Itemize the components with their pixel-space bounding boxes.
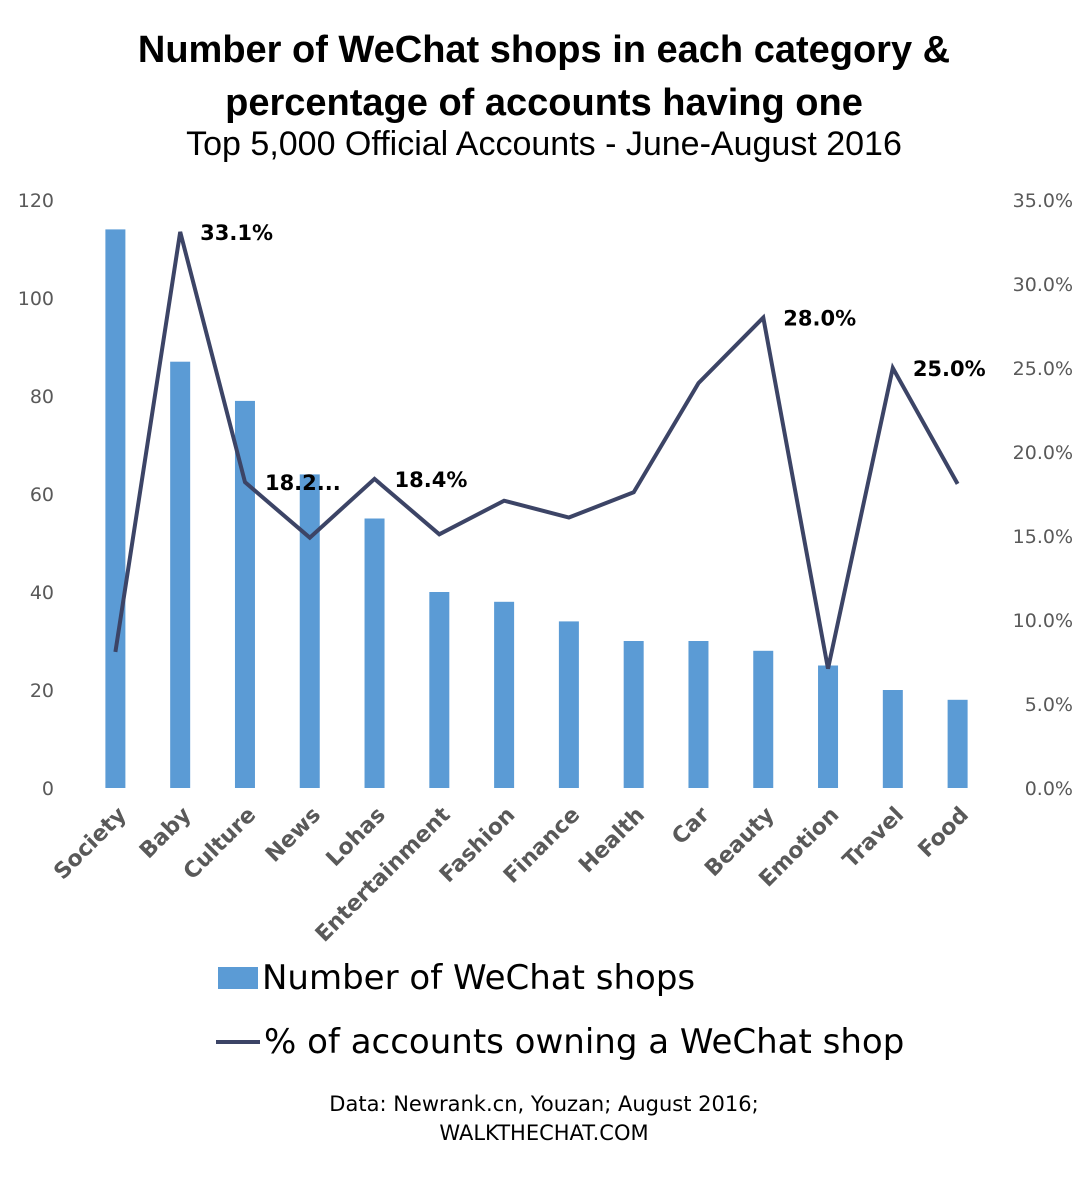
legend-label-line: % of accounts owning a WeChat shop xyxy=(264,1022,905,1062)
category-label: Health xyxy=(574,803,650,879)
category-label: Food xyxy=(914,803,974,863)
source-line-2: WALKTHECHAT.COM xyxy=(439,1121,649,1145)
legend-swatch-line xyxy=(216,1040,260,1044)
bar xyxy=(170,361,191,788)
bar xyxy=(105,229,126,788)
legend-swatch-bars xyxy=(218,967,258,989)
bar xyxy=(623,641,644,788)
bar xyxy=(947,699,968,788)
bar xyxy=(494,601,515,788)
category-label: News xyxy=(261,803,326,868)
chart-title-line-2: percentage of accounts having one xyxy=(225,82,863,124)
bar xyxy=(234,400,255,788)
left-axis-tick-label: 100 xyxy=(18,288,54,310)
category-label: Car xyxy=(667,802,714,849)
source-line-1: Data: Newrank.cn, Youzan; August 2016; xyxy=(329,1092,759,1116)
category-label: Baby xyxy=(135,803,196,864)
right-axis-tick-label: 35.0% xyxy=(1013,190,1073,212)
left-axis-tick-label: 120 xyxy=(18,190,54,212)
right-axis-tick-label: 15.0% xyxy=(1013,526,1073,548)
left-axis-tick-label: 40 xyxy=(30,582,54,604)
category-label: Society xyxy=(49,803,131,885)
bar xyxy=(688,641,709,788)
bar xyxy=(818,665,839,788)
legend-item-bars: Number of WeChat shops xyxy=(218,958,695,998)
data-label: 25.0% xyxy=(913,357,986,381)
bar xyxy=(753,650,774,788)
right-axis-tick-label: 20.0% xyxy=(1013,442,1073,464)
left-axis-tick-label: 80 xyxy=(30,386,54,408)
left-axis-tick-label: 20 xyxy=(30,680,54,702)
chart-subtitle: Top 5,000 Official Accounts - June-Augus… xyxy=(186,125,902,163)
chart-title-line-1: Number of WeChat shops in each category … xyxy=(137,29,951,71)
bar xyxy=(429,592,450,788)
data-label: 18.2... xyxy=(265,471,341,495)
right-axis-tick-label: 5.0% xyxy=(1025,694,1073,716)
data-label: 18.4% xyxy=(395,468,468,492)
data-label: 33.1% xyxy=(200,221,273,245)
category-label: Culture xyxy=(179,803,261,885)
legend-item-line: % of accounts owning a WeChat shop xyxy=(216,1022,904,1062)
right-axis-tick-label: 0.0% xyxy=(1025,778,1073,800)
right-axis-tick-label: 10.0% xyxy=(1013,610,1073,632)
data-label: 28.0% xyxy=(783,307,856,331)
combo-chart: 0 20 40 60 80 100 120 0.0% 5.0% 10.0% 15.0% 20.0% 25… xyxy=(18,190,1073,947)
right-axis-tick-label: 25.0% xyxy=(1013,358,1073,380)
bar xyxy=(299,474,320,788)
legend-label-bars: Number of WeChat shops xyxy=(262,958,696,998)
right-axis-tick-label: 30.0% xyxy=(1013,274,1073,296)
left-axis-tick-label: 60 xyxy=(30,484,54,506)
category-label: Travel xyxy=(838,803,909,874)
left-axis-tick-label: 0 xyxy=(42,778,54,800)
bar xyxy=(364,518,385,788)
bar xyxy=(882,690,903,788)
bar xyxy=(558,621,579,788)
series-line xyxy=(113,231,960,670)
